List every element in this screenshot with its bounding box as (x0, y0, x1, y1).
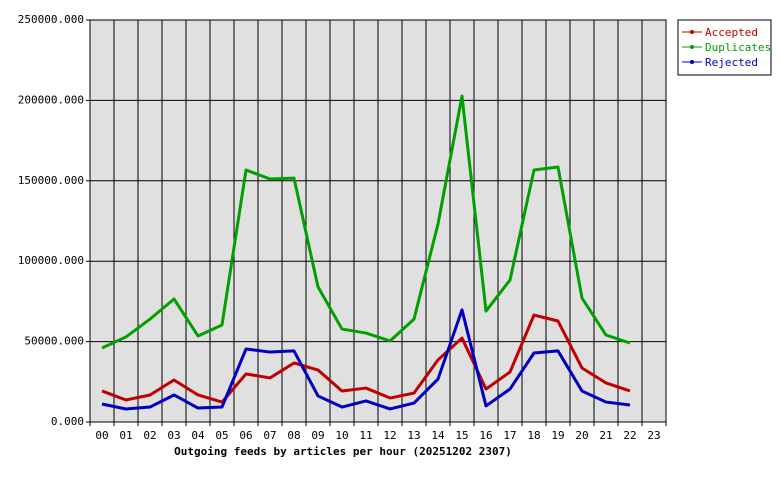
x-tick-label: 16 (479, 429, 492, 442)
x-tick-label: 03 (167, 429, 180, 442)
y-tick-label: 250000.000 (18, 13, 84, 26)
series-line (101, 94, 631, 350)
x-tick-label: 13 (407, 429, 420, 442)
x-axis-title: Outgoing feeds by articles per hour (202… (174, 445, 512, 458)
legend-marker (690, 30, 694, 34)
x-tick-label: 21 (599, 429, 612, 442)
x-tick-label: 23 (647, 429, 660, 442)
x-tick-label: 00 (95, 429, 108, 442)
x-tick-label: 05 (215, 429, 228, 442)
x-tick-label: 06 (239, 429, 252, 442)
y-tick-label: 150000.000 (18, 174, 84, 187)
x-tick-label: 15 (455, 429, 468, 442)
series-line (101, 313, 631, 404)
x-tick-label: 14 (431, 429, 445, 442)
x-tick-label: 20 (575, 429, 588, 442)
legend-label: Rejected (705, 56, 758, 69)
legend-label: Accepted (705, 26, 758, 39)
legend-label: Duplicates (705, 41, 771, 54)
legend-marker (690, 45, 694, 49)
x-tick-label: 08 (287, 429, 300, 442)
x-tick-label: 19 (551, 429, 564, 442)
y-tick-label: 0.000 (51, 415, 84, 428)
x-tick-label: 18 (527, 429, 540, 442)
x-tick-label: 09 (311, 429, 324, 442)
legend-marker (690, 60, 694, 64)
y-tick-label: 100000.000 (18, 254, 84, 267)
x-tick-label: 22 (623, 429, 636, 442)
plot-border (89, 19, 667, 423)
x-tick-label: 02 (143, 429, 156, 442)
series-line (101, 308, 631, 411)
y-tick-label: 50000.000 (24, 335, 84, 348)
x-tick-label: 17 (503, 429, 516, 442)
x-tick-label: 11 (359, 429, 372, 442)
y-tick-label: 200000.000 (18, 93, 84, 106)
x-tick-label: 04 (191, 429, 205, 442)
legend: Accepted Duplicates Rejected (677, 19, 772, 76)
x-tick-label: 10 (335, 429, 348, 442)
x-tick-label: 12 (383, 429, 396, 442)
x-tick-label: 07 (263, 429, 276, 442)
x-tick-label: 01 (119, 429, 132, 442)
